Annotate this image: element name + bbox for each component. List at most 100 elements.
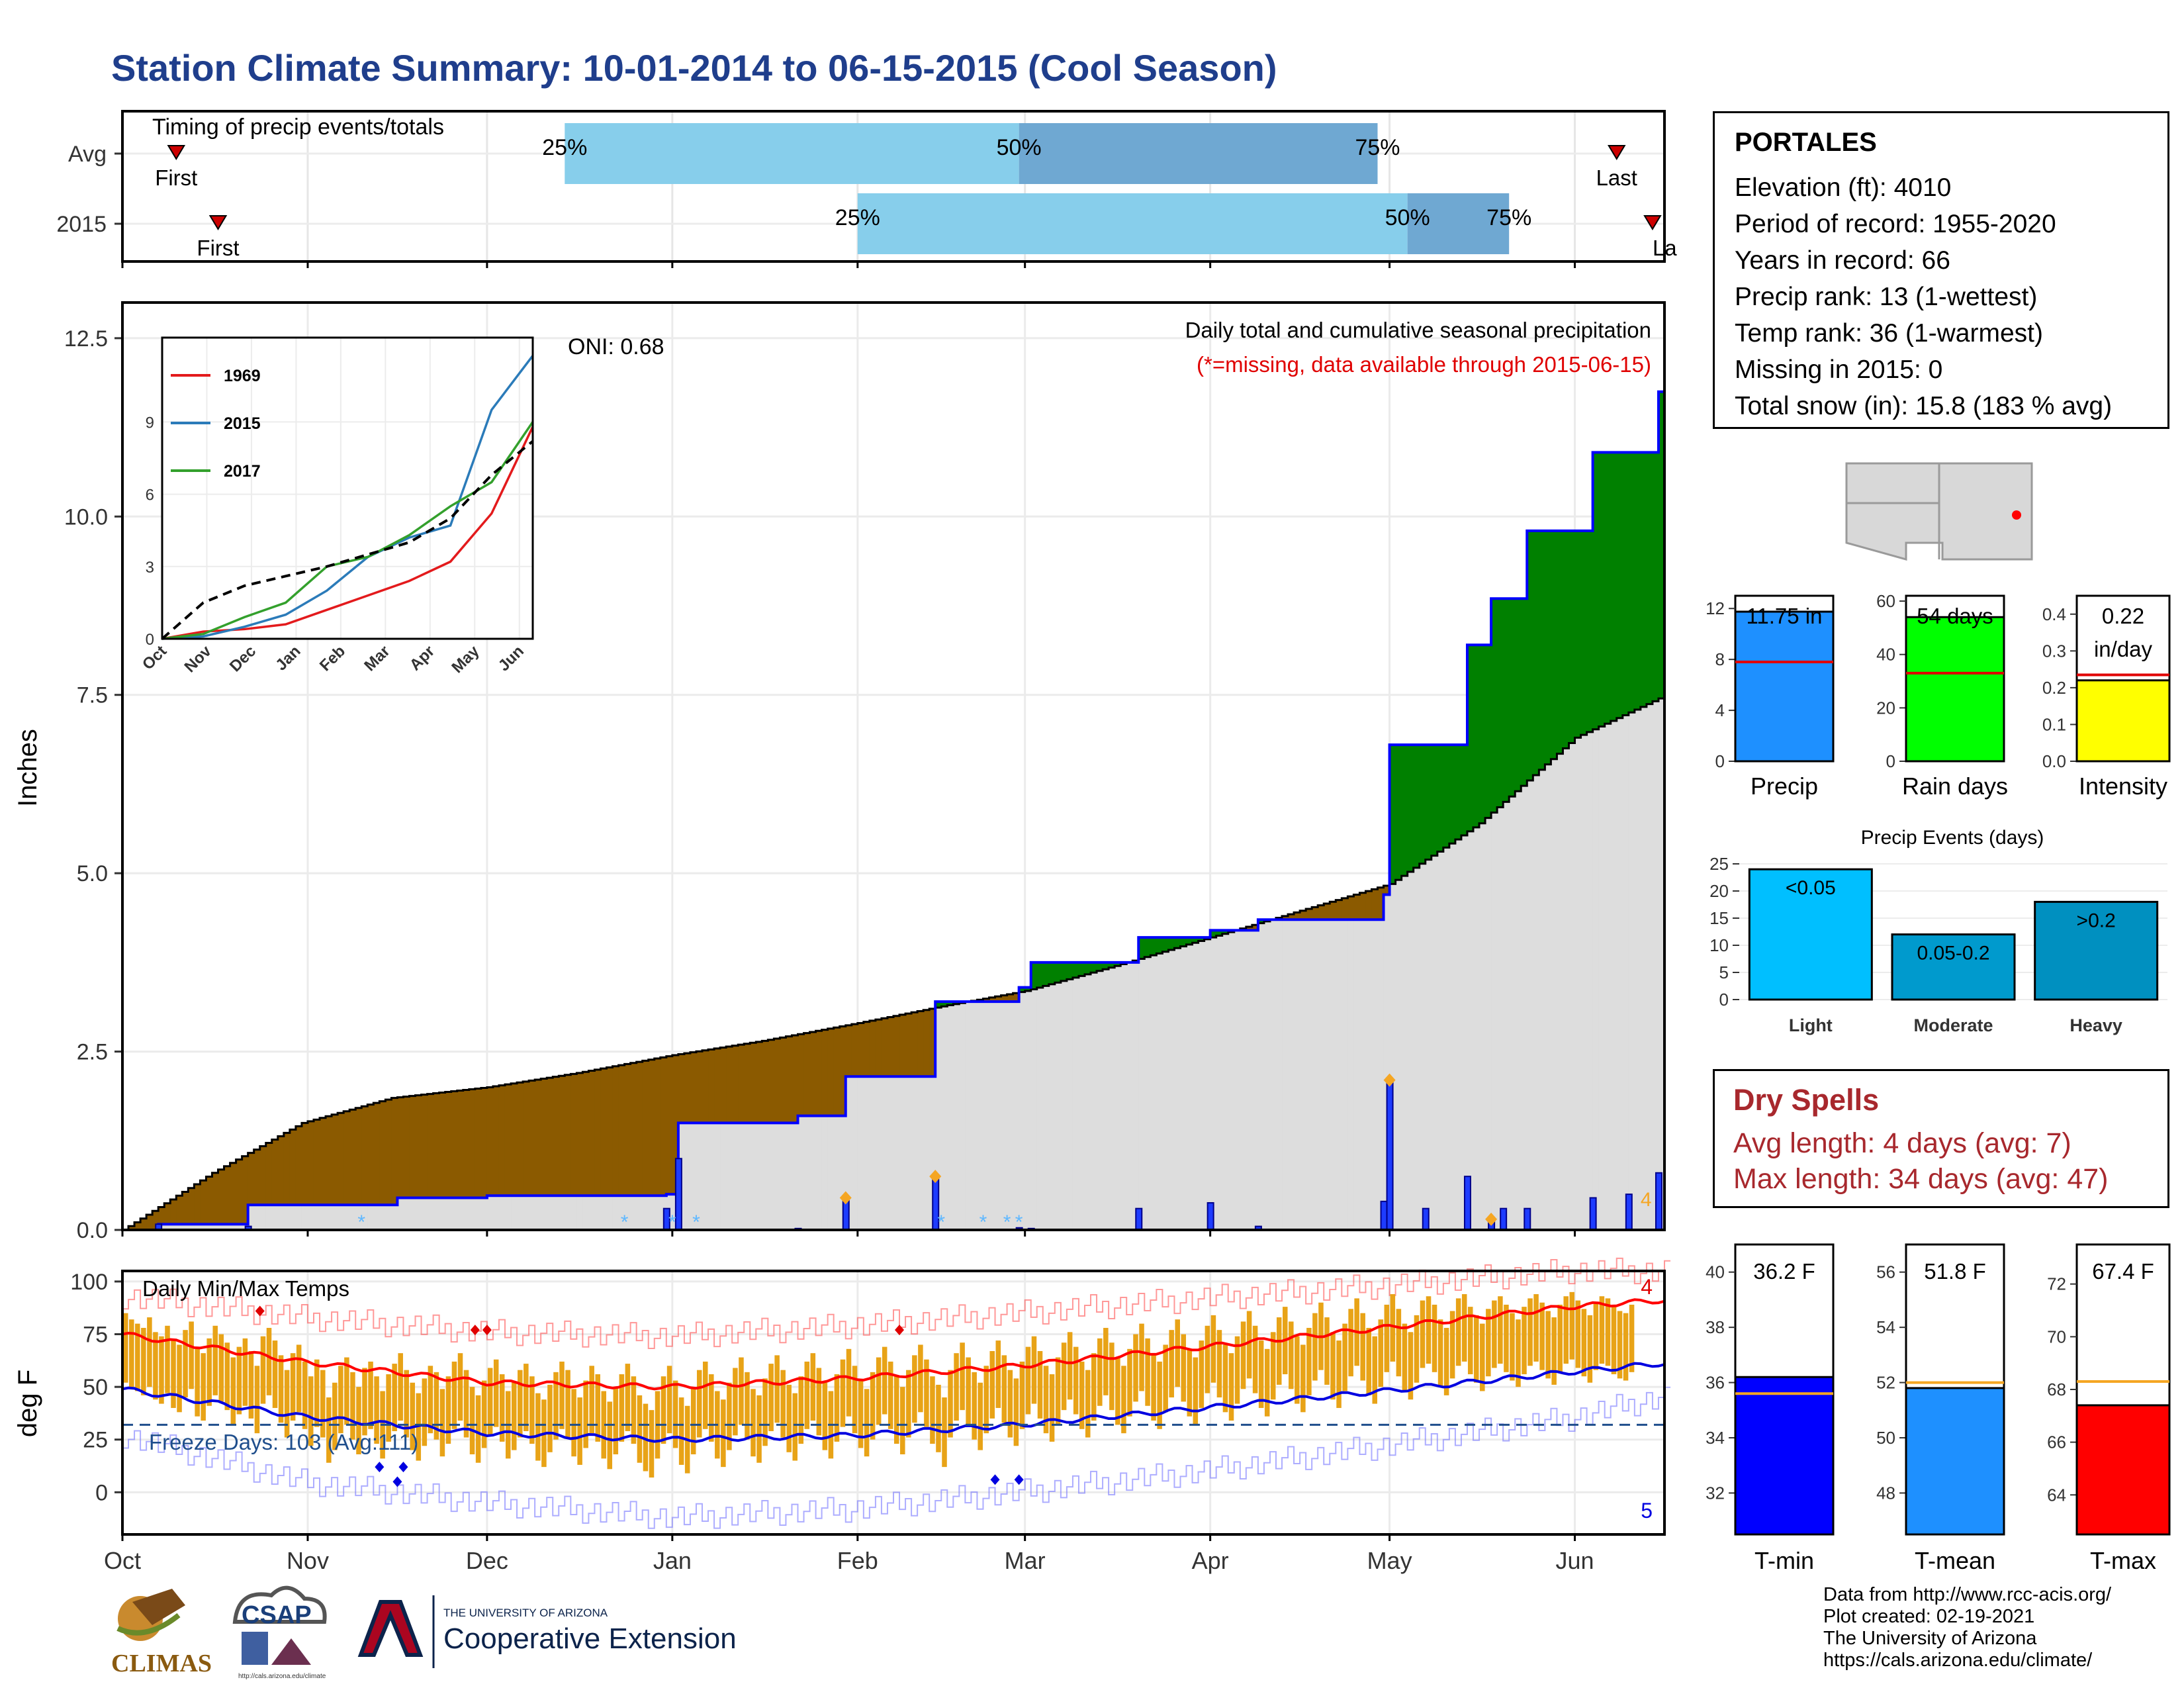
credits: Data from http://www.rcc-acis.org/ Plot … — [1823, 1584, 2111, 1671]
inset-legend-label: 2015 — [224, 414, 261, 433]
precip-below-avg — [1330, 902, 1336, 920]
precip-above-avg — [947, 1002, 954, 1006]
temps-record-high-marker — [255, 1305, 265, 1317]
precip-base-area — [230, 1224, 237, 1230]
precip-below-avg — [1353, 894, 1360, 920]
temps-daily-bar — [1139, 1323, 1144, 1391]
temps-daily-bar — [1103, 1327, 1109, 1395]
temps-daily-bar — [1276, 1317, 1282, 1385]
precip-below-avg — [780, 1037, 786, 1123]
temps-record-high-marker — [470, 1325, 480, 1336]
precip-above-avg — [1036, 962, 1044, 988]
inset-legend-label: 2017 — [224, 462, 261, 481]
precip-base-area — [624, 1196, 631, 1230]
precip-base-area — [1455, 839, 1462, 1230]
temps-daily-bar — [523, 1364, 529, 1431]
precip-above-avg — [1539, 530, 1545, 770]
timing-category-label: Avg — [68, 142, 107, 167]
precip-base-area — [833, 1115, 841, 1230]
precip-below-avg — [1294, 912, 1300, 920]
precip-base-area — [971, 1002, 978, 1230]
precip-above-avg — [1168, 937, 1175, 951]
precip-below-avg — [486, 1087, 494, 1196]
precip-base-area — [1257, 923, 1265, 1230]
precip-below-avg — [361, 1106, 368, 1205]
precip-below-avg — [212, 1172, 218, 1225]
ua-logo-top: THE UNIVERSITY OF ARIZONA — [443, 1607, 608, 1619]
precip-base-area — [780, 1123, 786, 1230]
temps-daily-bar — [1270, 1332, 1276, 1400]
precip-base-area — [409, 1197, 416, 1230]
precip-below-avg — [803, 1033, 811, 1116]
precip-base-area — [1389, 884, 1396, 1230]
precip-above-avg — [1097, 962, 1103, 971]
temps-daily-bar — [930, 1376, 935, 1444]
temps-daily-bar — [1372, 1336, 1378, 1404]
temps-daily-bar — [529, 1376, 535, 1444]
precip-below-avg — [445, 1092, 452, 1198]
precip-base-area — [415, 1197, 422, 1230]
temps-daily-bar — [1175, 1319, 1180, 1387]
precip-base-area — [439, 1197, 446, 1230]
temps-record-max-line — [122, 1257, 1671, 1349]
precip-snow-star: * — [621, 1211, 629, 1233]
temps-daily-bar — [457, 1353, 463, 1421]
precip-above-avg — [1467, 645, 1474, 831]
events-ytick-label: 5 — [1719, 962, 1729, 982]
station-years: Years in record: 66 — [1735, 246, 1950, 275]
precip-base-area — [480, 1197, 488, 1230]
precip-base-area — [1622, 715, 1629, 1230]
temps-daily-bar — [1067, 1332, 1073, 1400]
temps-daily-bar — [762, 1378, 768, 1446]
precip-base-area — [338, 1205, 344, 1230]
precip-base-area — [301, 1205, 308, 1230]
temps-daily-bar — [469, 1387, 475, 1455]
timing-bar-50-75 — [1019, 123, 1378, 184]
precip-below-avg — [313, 1119, 320, 1205]
precip-base-area — [1036, 987, 1044, 1230]
precip-base-area — [1019, 992, 1026, 1230]
precip-base-area — [1269, 919, 1277, 1230]
precip-above-avg — [1109, 962, 1115, 968]
precip-base-area — [618, 1196, 625, 1230]
temps-daily-bar — [1007, 1370, 1013, 1438]
temps-daily-bar — [1295, 1336, 1300, 1404]
temps-daily-bar — [721, 1399, 726, 1468]
precip-below-avg — [911, 1012, 918, 1077]
precip-below-avg — [851, 1024, 858, 1077]
temps-xtick-label: Mar — [1005, 1547, 1046, 1574]
temps-daily-bar — [422, 1378, 428, 1446]
precip-base-area — [696, 1123, 703, 1230]
precip-above-avg — [1658, 391, 1665, 699]
temps-daily-bar — [1121, 1366, 1126, 1434]
precip-below-avg — [929, 1008, 936, 1077]
precip-above-avg — [1150, 937, 1157, 956]
temps-daily-bar — [487, 1368, 493, 1436]
precip-base-area — [989, 1002, 996, 1230]
precip-below-avg — [756, 1041, 762, 1123]
precip-below-avg — [433, 1093, 440, 1198]
temps-daily-bar — [1240, 1321, 1246, 1389]
precip-below-avg — [152, 1211, 159, 1230]
temps-record-high-marker — [482, 1325, 492, 1336]
temps-daily-bar — [696, 1370, 702, 1438]
tmean-ytick-label: 54 — [1876, 1317, 1895, 1337]
temps-daily-bar — [1163, 1344, 1168, 1413]
precip-base-area — [839, 1115, 846, 1230]
precip-base-area — [1407, 871, 1414, 1230]
precip-below-avg — [899, 1014, 906, 1077]
tmin-value-bar — [1734, 1376, 1835, 1536]
precip-base-area — [809, 1115, 817, 1230]
precip-below-avg — [457, 1090, 464, 1198]
events-ytick-label: 0 — [1719, 990, 1729, 1009]
precip-below-avg — [332, 1114, 338, 1205]
temps-daily-bar — [1432, 1304, 1437, 1372]
precip-daily-bar — [674, 1158, 682, 1231]
precip-below-avg — [128, 1226, 135, 1230]
precip-base-area — [636, 1196, 643, 1230]
precip-below-avg — [660, 1057, 667, 1196]
precip-below-avg — [547, 1078, 553, 1196]
precip-below-avg — [869, 1020, 876, 1077]
temps-daily-bar — [553, 1372, 559, 1440]
temps-daily-bar — [1557, 1304, 1563, 1372]
